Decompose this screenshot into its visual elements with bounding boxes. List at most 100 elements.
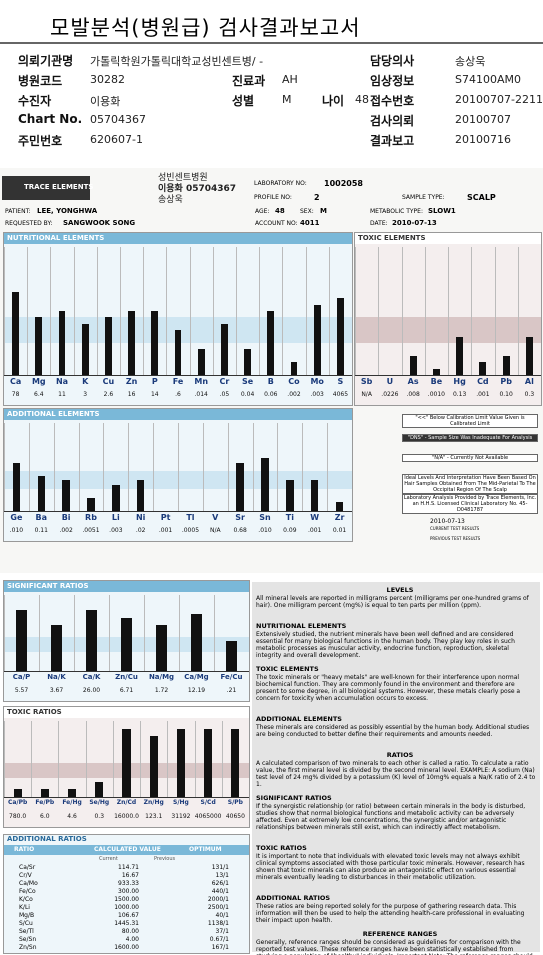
column-line xyxy=(120,247,121,375)
column-line xyxy=(471,247,473,375)
info-label: PATIENT: xyxy=(5,208,31,215)
bar xyxy=(525,336,533,375)
bar xyxy=(236,462,244,511)
element-value: 123.1 xyxy=(145,813,163,820)
column-line xyxy=(214,595,215,671)
element-value: 40650 xyxy=(225,813,245,820)
bar xyxy=(231,728,240,797)
table-cell: Ca/Sr xyxy=(19,864,36,871)
table-cell: 80.00 xyxy=(121,928,139,935)
table-cell: 167/1 xyxy=(211,944,229,951)
element-value: 6.4 xyxy=(34,391,44,398)
element-label: Sr xyxy=(235,513,245,522)
bar xyxy=(12,462,21,511)
column-line xyxy=(74,595,75,671)
element-label: B xyxy=(267,377,274,386)
legend-note: Ideal Levels And Interpretation Have Bee… xyxy=(402,474,538,494)
element-value: 0.09 xyxy=(283,527,297,534)
element-label: Sn xyxy=(259,513,271,522)
element-value: 0.10 xyxy=(499,391,513,398)
field-label: 나이 xyxy=(322,94,345,108)
element-label: Zn/Hg xyxy=(143,799,164,806)
column-line xyxy=(227,423,229,511)
column-line xyxy=(328,247,330,375)
bar xyxy=(16,610,27,671)
element-value: .05 xyxy=(219,391,230,398)
column-line xyxy=(50,247,52,375)
note-text: These ratios are being reported solely f… xyxy=(256,903,525,924)
chart-header: TOXIC RATIOS xyxy=(4,707,249,718)
table-cell: 1445.31 xyxy=(114,920,139,927)
table-cell: 37/1 xyxy=(215,928,229,935)
column-line xyxy=(143,247,145,375)
column-line xyxy=(252,423,254,511)
column-line xyxy=(39,595,40,671)
field-label: 진료과 xyxy=(232,74,266,88)
legend-note: "N/A" - Currently Not Available xyxy=(402,454,538,462)
bar xyxy=(502,355,510,375)
element-value: 31192 xyxy=(171,813,191,820)
element-value: .0051 xyxy=(82,527,100,534)
column-line xyxy=(153,423,155,511)
column-line xyxy=(73,247,75,375)
table-cell: 300.00 xyxy=(118,888,139,895)
bar xyxy=(37,475,45,511)
element-label: Tl xyxy=(186,513,195,522)
table-cell: 1500.00 xyxy=(114,896,139,903)
info-label: ACCOUNT NO: xyxy=(255,220,298,227)
element-value: 1.72 xyxy=(154,687,169,694)
field-value: 30282 xyxy=(90,73,125,86)
bar xyxy=(174,330,182,375)
table-cell: 106.67 xyxy=(118,912,139,919)
element-value: .008 xyxy=(406,391,420,398)
element-value: 78 xyxy=(11,391,20,398)
info-value: 4011 xyxy=(300,219,320,227)
column-line xyxy=(448,247,449,375)
bar xyxy=(112,484,120,511)
chart-title: TOXIC RATIOS xyxy=(7,708,62,716)
element-value: 6.71 xyxy=(119,687,134,694)
stamp-line: 송상욱 xyxy=(158,195,183,205)
element-label: Mo xyxy=(310,377,324,386)
element-label: Pt xyxy=(160,513,171,522)
element-label: U xyxy=(386,377,394,386)
element-label: Cu xyxy=(102,377,115,386)
element-label: Ca/Mg xyxy=(184,673,209,681)
element-value: 5.57 xyxy=(14,687,29,694)
column-line xyxy=(112,721,114,797)
table-cell: 2000/1 xyxy=(207,896,229,903)
logo-text: TRACE ELEMENTS xyxy=(24,183,94,191)
sub-head: Previous xyxy=(154,856,176,862)
field-value: 20100707-22112 xyxy=(455,93,543,106)
field-label: 담당의사 xyxy=(370,54,415,68)
bar xyxy=(67,789,77,797)
element-value: .014 xyxy=(194,391,208,398)
table-cell: 933.33 xyxy=(118,880,139,887)
chart-header: ADDITIONAL ELEMENTS xyxy=(4,409,352,420)
element-label: P xyxy=(151,377,158,386)
table-cell: Fe/Co xyxy=(19,888,36,895)
baseline xyxy=(4,375,352,376)
info-label: SAMPLE TYPE: xyxy=(402,194,445,201)
title: 모발분석(병원급) 검사결과보고서 xyxy=(50,16,361,40)
element-value: 4.6 xyxy=(67,813,77,820)
column-line xyxy=(128,423,130,511)
table-cell: 131/1 xyxy=(211,864,229,871)
element-label: Be xyxy=(430,377,443,386)
bar xyxy=(81,323,89,375)
legend-note: "<<" Below Calibration Limit Value Given… xyxy=(402,414,538,428)
element-label: Se xyxy=(242,377,254,386)
field-value: AH xyxy=(282,73,298,86)
bar xyxy=(432,368,440,375)
baseline xyxy=(4,671,249,672)
note-text: All mineral levels are reported in milli… xyxy=(256,595,529,609)
column-line xyxy=(282,247,284,375)
column-line xyxy=(401,247,403,375)
note-text: Generally, reference ranges should be co… xyxy=(256,939,533,955)
chart-title: TOXIC ELEMENTS xyxy=(358,234,426,242)
element-label: Mg xyxy=(31,377,46,386)
column-line xyxy=(140,721,142,797)
bar xyxy=(286,480,294,511)
bar xyxy=(35,317,43,375)
table-cell: 1600.00 xyxy=(114,944,139,951)
